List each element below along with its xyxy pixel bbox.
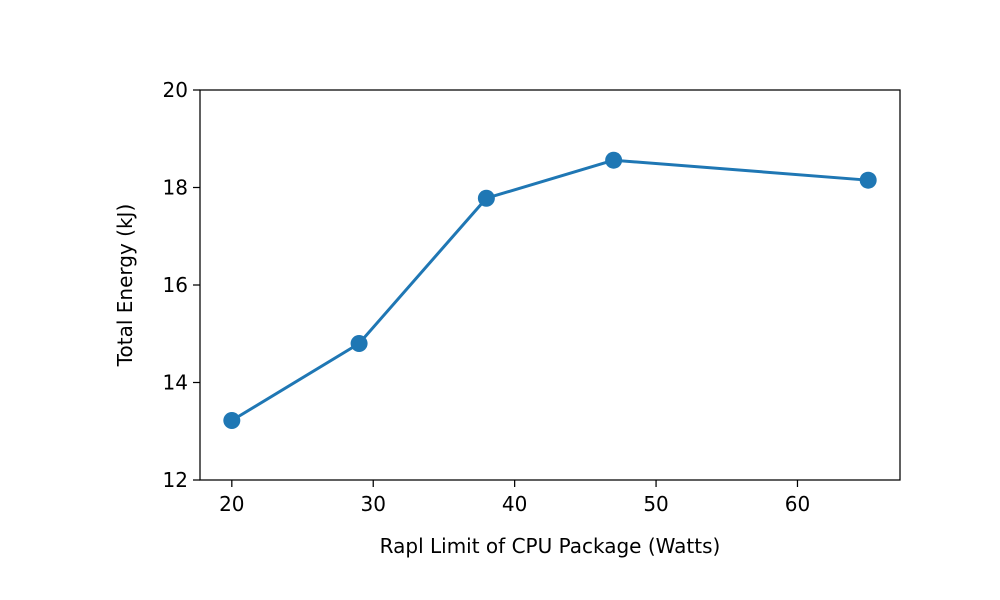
x-tick-label: 50 bbox=[643, 492, 668, 516]
x-tick-label: 40 bbox=[502, 492, 527, 516]
data-point bbox=[350, 335, 368, 352]
x-axis-label: Rapl Limit of CPU Package (Watts) bbox=[380, 534, 721, 558]
y-tick-label: 18 bbox=[163, 176, 188, 200]
plot-area bbox=[199, 89, 901, 481]
y-tick-label: 20 bbox=[163, 78, 188, 102]
y-axis-ticks: 12 14 16 18 20 bbox=[163, 78, 200, 492]
x-axis-ticks: 20 30 40 50 60 bbox=[219, 480, 810, 516]
data-point bbox=[223, 412, 241, 430]
x-tick-label: 20 bbox=[219, 492, 244, 516]
x-tick-label: 30 bbox=[361, 492, 386, 516]
y-tick-label: 14 bbox=[163, 371, 188, 395]
data-point bbox=[605, 151, 623, 169]
series-layer bbox=[223, 151, 877, 430]
data-point bbox=[859, 171, 877, 189]
y-tick-label: 16 bbox=[163, 273, 188, 297]
y-tick-label: 12 bbox=[163, 468, 188, 492]
x-tick-label: 60 bbox=[785, 492, 810, 516]
data-point bbox=[477, 189, 495, 207]
y-axis-label: Total Energy (kJ) bbox=[113, 204, 137, 368]
